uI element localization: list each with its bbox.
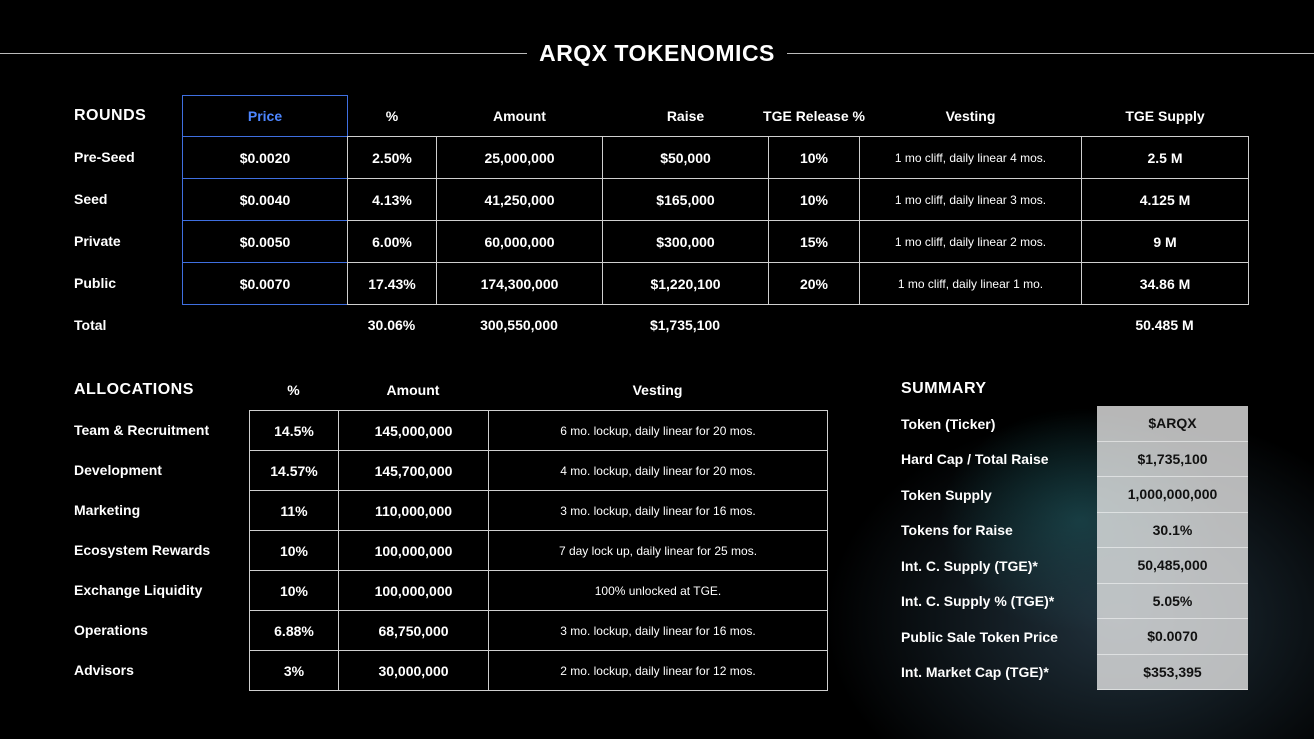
row-label: Ecosystem Rewards <box>74 542 211 558</box>
table-cell: 174,300,000 <box>436 262 603 305</box>
table-cell: 3 mo. lockup, daily linear for 16 mos. <box>488 610 828 651</box>
table-cell: $165,000 <box>602 178 769 221</box>
column-header: Raise <box>666 108 705 124</box>
summary-label: Int. C. Supply % (TGE)* <box>901 593 1055 610</box>
column-header: % <box>287 382 300 398</box>
table-cell: 10% <box>768 136 860 179</box>
table-cell: 100,000,000 <box>338 530 489 571</box>
table-cell: 3% <box>249 650 339 691</box>
table-cell: 1 mo cliff, daily linear 4 mos. <box>859 136 1082 179</box>
table-cell: 145,700,000 <box>338 450 489 491</box>
row-label: Pre-Seed <box>74 149 135 165</box>
table-cell: 20% <box>768 262 860 305</box>
total-cell: 50.485 M <box>1135 317 1194 333</box>
section-heading: ROUNDS <box>74 106 147 124</box>
table-cell: 9 M <box>1081 220 1249 263</box>
row-label: Team & Recruitment <box>74 422 210 438</box>
table-cell: 11% <box>249 490 339 531</box>
summary-label: Int. C. Supply (TGE)* <box>901 557 1038 574</box>
summary-label: Hard Cap / Total Raise <box>901 451 1049 468</box>
section-heading: SUMMARY <box>901 380 987 397</box>
summary-label: Token (Ticker) <box>901 415 996 432</box>
row-label: Public <box>74 275 117 291</box>
total-cell: 300,550,000 <box>480 317 558 333</box>
row-label: Exchange Liquidity <box>74 582 203 598</box>
table-cell: 6.88% <box>249 610 339 651</box>
column-header: TGE Release % <box>763 108 865 124</box>
table-cell: 100% unlocked at TGE. <box>488 570 828 611</box>
summary-value: 30.1% <box>1097 512 1248 548</box>
total-label: Total <box>74 317 107 333</box>
table-cell: 4 mo. lockup, daily linear for 20 mos. <box>488 450 828 491</box>
table-cell: 17.43% <box>347 262 437 305</box>
table-cell: $0.0040 <box>182 178 348 221</box>
table-cell: 10% <box>768 178 860 221</box>
row-label: Operations <box>74 622 148 638</box>
table-cell: 34.86 M <box>1081 262 1249 305</box>
summary-value: 1,000,000,000 <box>1097 477 1248 513</box>
summary-label: Int. Market Cap (TGE)* <box>901 664 1049 681</box>
column-header: TGE Supply <box>1125 108 1205 124</box>
table-cell: 25,000,000 <box>436 136 603 179</box>
row-label: Private <box>74 233 121 249</box>
summary-label: Tokens for Raise <box>901 522 1013 539</box>
summary-value: $353,395 <box>1097 654 1248 690</box>
summary-value: 50,485,000 <box>1097 548 1248 584</box>
table-cell: 110,000,000 <box>338 490 489 531</box>
table-cell: 60,000,000 <box>436 220 603 263</box>
table-cell: $0.0070 <box>182 262 348 305</box>
table-cell: $1,220,100 <box>602 262 769 305</box>
table-cell: $0.0020 <box>182 136 348 179</box>
column-header: Price <box>182 95 348 137</box>
summary-value: $ARQX <box>1097 406 1248 442</box>
row-label: Development <box>74 462 162 478</box>
column-header: Amount <box>493 108 546 124</box>
table-cell: 4.13% <box>347 178 437 221</box>
table-cell: 7 day lock up, daily linear for 25 mos. <box>488 530 828 571</box>
table-cell: 6.00% <box>347 220 437 263</box>
table-cell: 100,000,000 <box>338 570 489 611</box>
row-label: Advisors <box>74 662 134 678</box>
total-cell: 30.06% <box>367 317 416 333</box>
section-heading: ALLOCATIONS <box>74 381 194 398</box>
table-cell: 30,000,000 <box>338 650 489 691</box>
summary-value: $0.0070 <box>1097 619 1248 655</box>
row-label: Seed <box>74 191 108 207</box>
summary-value: $1,735,100 <box>1097 441 1248 477</box>
row-label: Marketing <box>74 502 141 518</box>
column-header: % <box>385 108 399 124</box>
summary-value: 5.05% <box>1097 583 1248 619</box>
table-cell: 1 mo cliff, daily linear 2 mos. <box>859 220 1082 263</box>
table-cell: 1 mo cliff, daily linear 1 mo. <box>859 262 1082 305</box>
table-cell: 3 mo. lockup, daily linear for 16 mos. <box>488 490 828 531</box>
table-cell: $0.0050 <box>182 220 348 263</box>
table-cell: 10% <box>249 530 339 571</box>
column-header: Vesting <box>632 382 683 398</box>
title-rule <box>0 53 527 54</box>
page-title: ARQX TOKENOMICS <box>539 39 775 66</box>
total-cell: $1,735,100 <box>649 317 721 333</box>
table-cell: 41,250,000 <box>436 178 603 221</box>
column-header: Vesting <box>945 108 996 124</box>
table-cell: 2.50% <box>347 136 437 179</box>
table-cell: 68,750,000 <box>338 610 489 651</box>
table-cell: 14.5% <box>249 410 339 451</box>
table-cell: 145,000,000 <box>338 410 489 451</box>
column-header: Amount <box>386 382 440 398</box>
table-cell: $300,000 <box>602 220 769 263</box>
table-cell: 14.57% <box>249 450 339 491</box>
table-cell: 6 mo. lockup, daily linear for 20 mos. <box>488 410 828 451</box>
table-cell: 1 mo cliff, daily linear 3 mos. <box>859 178 1082 221</box>
summary-label: Token Supply <box>901 486 992 503</box>
table-cell: 10% <box>249 570 339 611</box>
table-cell: $50,000 <box>602 136 769 179</box>
table-cell: 2.5 M <box>1081 136 1249 179</box>
title-rule <box>787 53 1314 54</box>
table-cell: 2 mo. lockup, daily linear for 12 mos. <box>488 650 828 691</box>
table-cell: 4.125 M <box>1081 178 1249 221</box>
summary-label: Public Sale Token Price <box>901 628 1058 645</box>
table-cell: 15% <box>768 220 860 263</box>
